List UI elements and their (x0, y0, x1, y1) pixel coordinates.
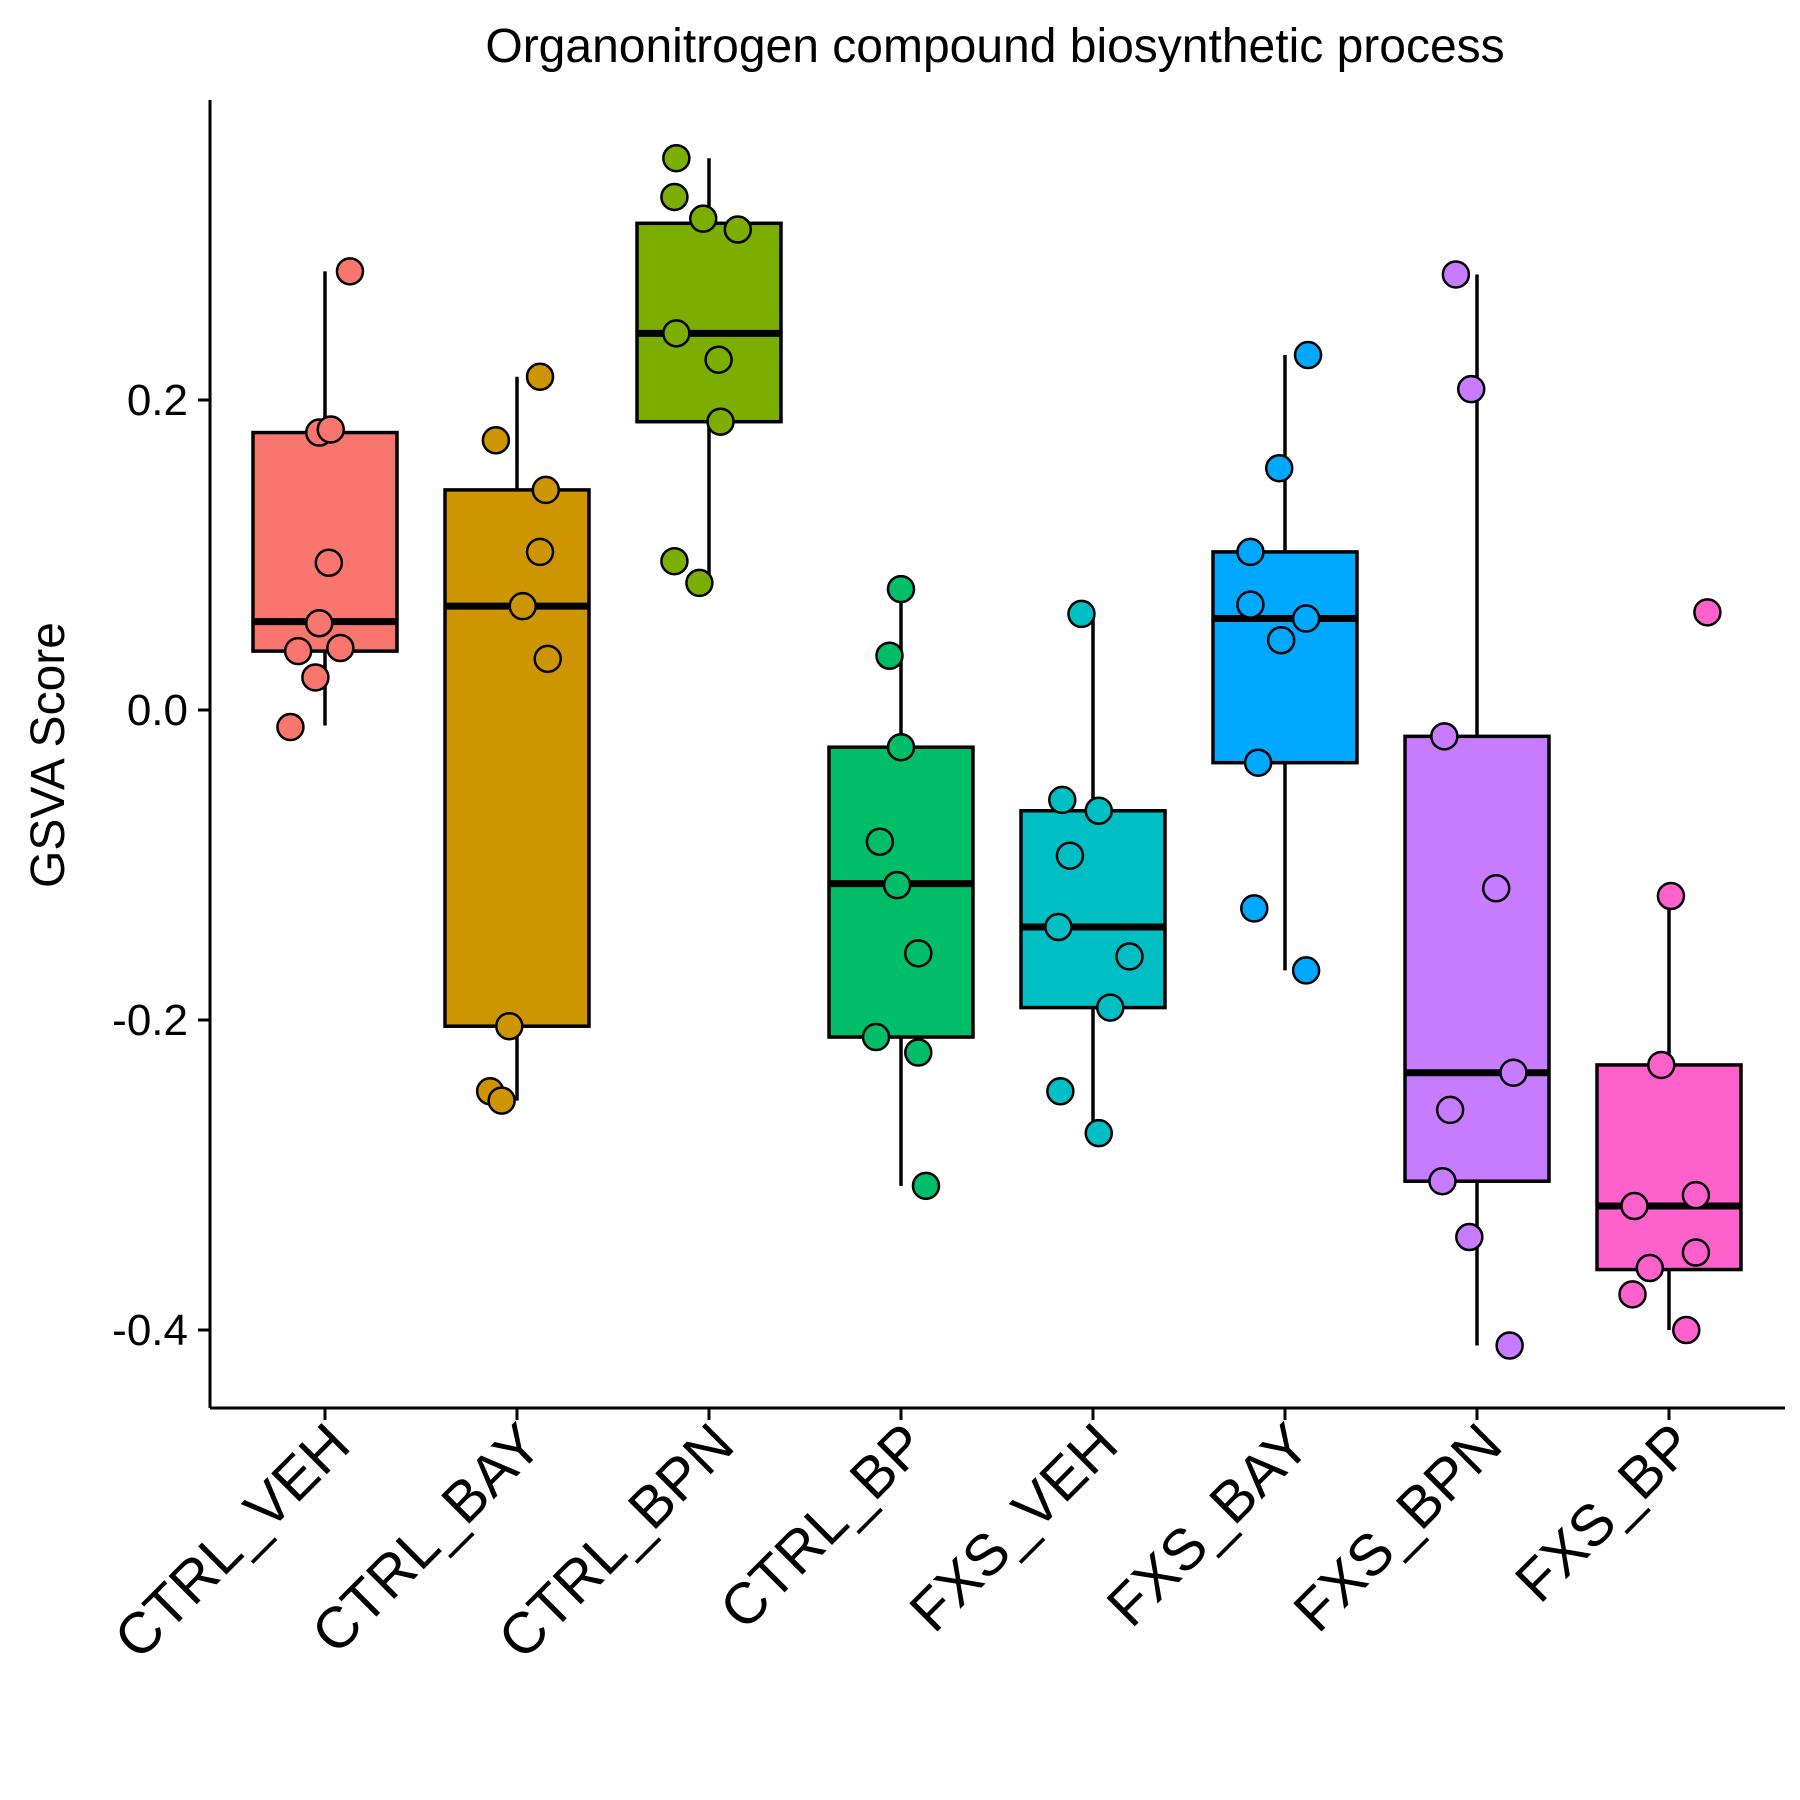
data-point (688, 204, 718, 233)
box-group-ctrl-bpn (635, 143, 783, 598)
box (1403, 734, 1551, 1183)
data-point (1430, 722, 1459, 751)
data-point (487, 1086, 516, 1115)
data-point (1055, 841, 1085, 870)
data-point (1618, 1280, 1647, 1309)
y-tick-label: 0.2 (127, 376, 188, 425)
data-point (314, 548, 344, 577)
data-point (533, 644, 562, 674)
data-point (865, 827, 895, 856)
box-group-ctrl-bay (443, 362, 591, 1115)
box (251, 430, 399, 653)
data-point (301, 663, 330, 692)
data-point (1084, 1118, 1114, 1148)
data-point (1243, 748, 1273, 777)
data-point (1266, 626, 1296, 655)
data-point (904, 1038, 933, 1067)
data-point (1240, 894, 1269, 923)
x-tick-label: FXS_BP (1503, 1411, 1706, 1614)
box-group-ctrl-veh (251, 257, 399, 742)
data-point (1236, 537, 1265, 567)
box-group-fxs-veh (1019, 599, 1167, 1148)
box-group-fxs-bay (1211, 340, 1359, 985)
data-point (882, 870, 912, 900)
data-point (1264, 453, 1294, 483)
data-point (1620, 1191, 1649, 1221)
box (1211, 550, 1359, 765)
data-point (704, 345, 733, 374)
data-point (283, 636, 313, 666)
data-point (508, 591, 538, 621)
x-tick-label: CTRL_BP (708, 1411, 939, 1642)
data-point (1499, 1058, 1528, 1087)
data-point (911, 1171, 941, 1201)
data-point (1635, 1253, 1665, 1283)
data-point (1115, 942, 1144, 971)
data-point (1656, 881, 1686, 911)
box (443, 488, 591, 1028)
data-point (1435, 1095, 1465, 1125)
data-point (525, 537, 555, 567)
data-point (1681, 1238, 1711, 1267)
data-point (1048, 785, 1077, 815)
data-point (685, 568, 714, 598)
data-point (861, 1022, 891, 1052)
y-tick-label: -0.2 (112, 996, 188, 1045)
data-point (1067, 599, 1096, 629)
data-point (1096, 993, 1125, 1022)
y-tick-label: 0.0 (127, 686, 188, 735)
data-point (660, 546, 689, 576)
data-point (662, 319, 691, 348)
data-point (706, 407, 735, 436)
data-point (886, 574, 916, 604)
y-axis-label: GSVA Score (22, 622, 75, 888)
y-tick-label: -0.4 (112, 1306, 188, 1355)
data-point (886, 732, 916, 762)
box-group-fxs-bpn (1403, 260, 1551, 1360)
data-point (495, 1011, 524, 1041)
data-point (1481, 874, 1511, 903)
data-point (1291, 604, 1321, 633)
box (1019, 809, 1167, 1010)
data-point (1428, 1166, 1457, 1196)
data-point (1084, 796, 1114, 825)
box (635, 221, 783, 424)
data-point (481, 426, 511, 455)
data-point (1441, 260, 1471, 289)
chart-title: Organonitrogen compound biosynthetic pro… (485, 20, 1504, 73)
box-group-fxs-bp (1595, 598, 1743, 1345)
data-point (1681, 1180, 1711, 1210)
data-point (1044, 912, 1073, 942)
data-point (1495, 1331, 1524, 1360)
data-point (531, 475, 561, 505)
x-tick-label: FXS_BPN (1281, 1411, 1514, 1644)
data-point (1693, 598, 1722, 627)
x-tick-label: FXS_VEH (897, 1411, 1130, 1644)
data-point (335, 257, 365, 286)
data-point (904, 939, 933, 968)
data-point (316, 415, 346, 444)
data-point (1236, 590, 1265, 619)
data-point (723, 215, 753, 244)
data-point (1046, 1077, 1075, 1106)
plot-area (251, 143, 1743, 1360)
data-point (525, 362, 555, 391)
data-point (1647, 1050, 1676, 1080)
box-group-ctrl-bp (827, 574, 975, 1201)
data-point (660, 182, 689, 212)
data-point (1455, 1222, 1484, 1252)
data-point (662, 143, 691, 173)
data-point (304, 608, 334, 638)
box (1595, 1063, 1743, 1272)
data-point (1456, 374, 1486, 404)
data-point (326, 633, 355, 663)
data-point (1291, 956, 1321, 985)
data-point (1293, 340, 1323, 370)
data-point (1672, 1315, 1701, 1345)
data-point (875, 641, 904, 670)
data-point (276, 712, 305, 742)
